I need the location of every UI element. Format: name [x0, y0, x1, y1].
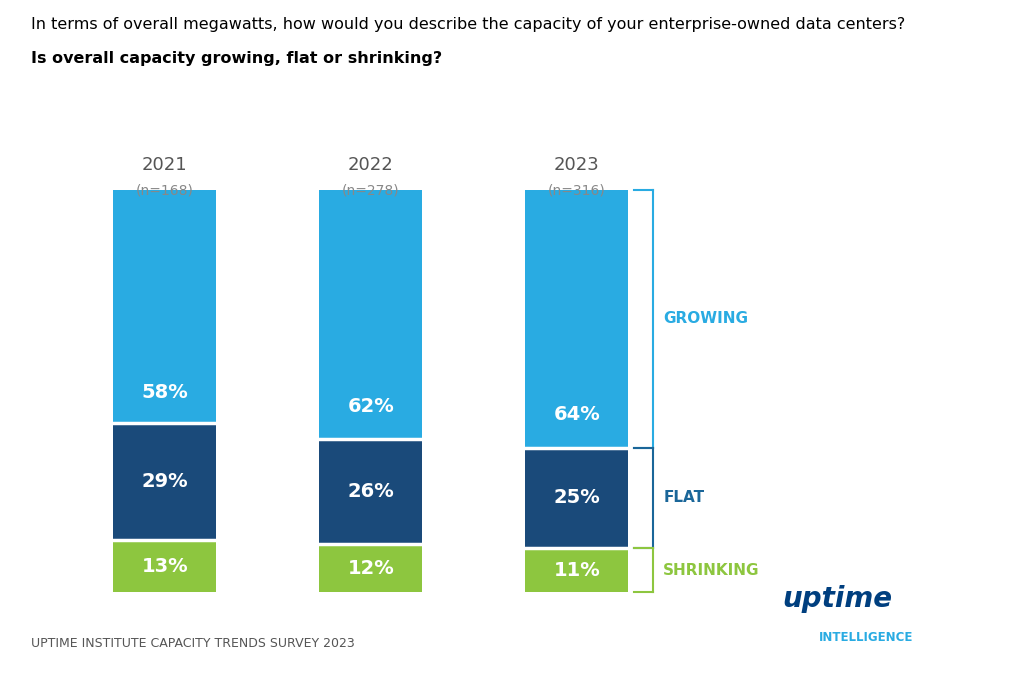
Bar	[319, 190, 422, 439]
Bar	[525, 447, 628, 548]
Text: 2022: 2022	[348, 156, 393, 174]
Text: uptime: uptime	[783, 585, 893, 613]
Text: 26%: 26%	[347, 482, 394, 501]
Text: In terms of overall megawatts, how would you describe the capacity of your enter: In terms of overall megawatts, how would…	[31, 17, 905, 32]
Bar	[113, 424, 216, 540]
Bar	[525, 548, 628, 592]
Text: SHRINKING: SHRINKING	[663, 563, 760, 577]
Text: FLAT: FLAT	[663, 490, 705, 505]
Text: 58%: 58%	[141, 383, 188, 402]
Text: Is overall capacity growing, flat or shrinking?: Is overall capacity growing, flat or shr…	[31, 51, 442, 66]
Bar	[319, 544, 422, 592]
Text: 12%: 12%	[347, 559, 394, 577]
Text: 64%: 64%	[553, 405, 600, 424]
Text: (n=278): (n=278)	[342, 184, 400, 197]
Text: 13%: 13%	[141, 557, 188, 576]
Text: 2021: 2021	[142, 156, 187, 174]
Text: 29%: 29%	[141, 472, 188, 491]
Text: UPTIME INSTITUTE CAPACITY TRENDS SURVEY 2023: UPTIME INSTITUTE CAPACITY TRENDS SURVEY …	[31, 637, 354, 650]
Bar	[113, 540, 216, 592]
Text: 11%: 11%	[553, 561, 600, 580]
Bar	[113, 190, 216, 424]
Bar	[319, 439, 422, 544]
Text: 62%: 62%	[347, 398, 394, 417]
Bar	[525, 190, 628, 447]
Text: 2023: 2023	[554, 156, 599, 174]
Text: GROWING: GROWING	[663, 311, 749, 326]
Text: (n=168): (n=168)	[136, 184, 194, 197]
Text: (n=316): (n=316)	[548, 184, 606, 197]
Text: INTELLIGENCE: INTELLIGENCE	[819, 631, 914, 644]
Text: 25%: 25%	[553, 488, 600, 507]
